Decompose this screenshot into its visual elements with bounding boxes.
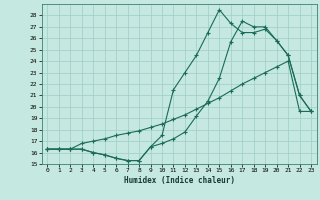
X-axis label: Humidex (Indice chaleur): Humidex (Indice chaleur) bbox=[124, 176, 235, 185]
